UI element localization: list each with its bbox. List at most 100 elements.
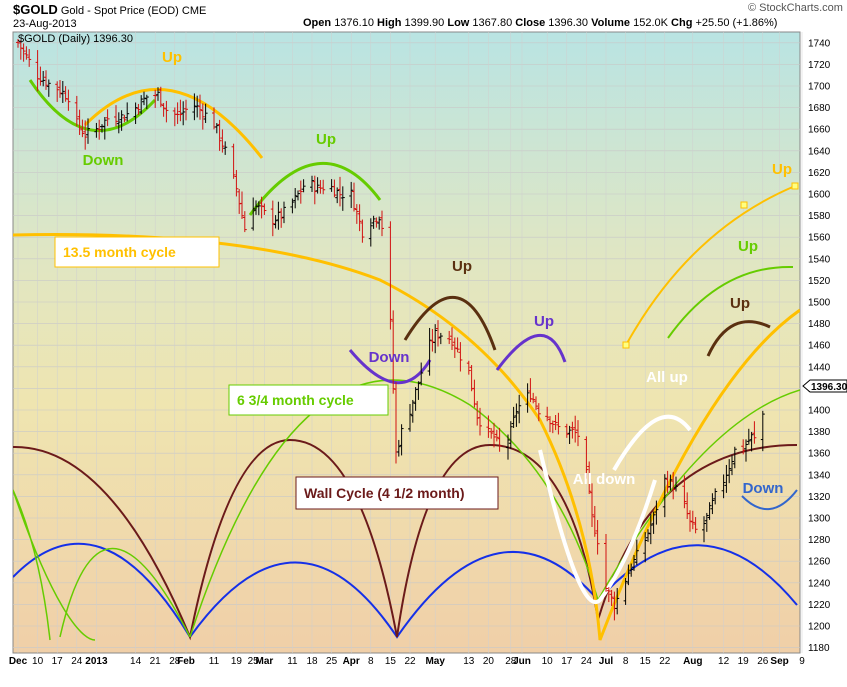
ohlc-bar [158, 86, 163, 108]
y-tick-label: 1560 [808, 233, 831, 244]
annotation-label: Up [452, 258, 472, 275]
y-tick-label: 1500 [808, 298, 831, 309]
ohlc-bar [749, 431, 754, 452]
ohlc-bar [492, 422, 496, 448]
watermark: © StockCharts.com [748, 2, 843, 14]
close-label: Close [515, 17, 546, 29]
x-tick-label: 15 [385, 656, 397, 667]
ohlc-readout: Open 1376.10 High 1399.90 Low 1367.80 Cl… [303, 17, 777, 29]
ohlc-bar [77, 109, 82, 135]
ohlc-bar [458, 342, 463, 372]
y-tick-label: 1580 [808, 211, 831, 222]
ohlc-bar [234, 170, 239, 197]
ohlc-bar [161, 103, 166, 117]
ohlc-bar [433, 324, 438, 354]
annotation-labels: Up Down Up Up Down Up All down All up Up Up Up Down [83, 49, 792, 497]
ohlc-bar [752, 421, 757, 444]
ohlc-bar [262, 203, 267, 215]
ohlc-bar [550, 420, 555, 434]
y-tick-label: 1300 [808, 514, 831, 525]
ohlc-bar [494, 429, 499, 442]
ohlc-bar [674, 476, 678, 492]
ohlc-bar [94, 122, 99, 138]
y-tick-label: 1220 [808, 600, 831, 611]
ohlc-bar [371, 215, 376, 229]
y-tick-label: 1460 [808, 341, 831, 352]
ohlc-bar [710, 493, 715, 515]
chart-symbol-line: $GOLD Gold - Spot Price (EOD) CME [13, 2, 206, 17]
ohlc-bar [455, 337, 460, 353]
x-tick-label: Aug [683, 656, 702, 667]
ohlc-bar [713, 488, 718, 505]
ohlc-bar [744, 439, 748, 462]
x-tick-label: May [425, 656, 445, 667]
open-value: 1376.10 [334, 17, 374, 29]
ohlc-bar [643, 532, 648, 563]
volume-value: 152.0K [633, 17, 668, 29]
ohlc-bar [587, 461, 592, 495]
open-label: Open [303, 17, 332, 29]
ohlc-bar [58, 80, 62, 98]
x-tick-label: 25 [248, 656, 260, 667]
ohlc-bar [702, 516, 706, 543]
ohlc-bar [450, 327, 454, 350]
ohlc-bar [105, 109, 110, 127]
y-tick-label: 1480 [808, 319, 831, 330]
ohlc-bar [567, 425, 572, 444]
ohlc-bar [298, 180, 303, 204]
ohlc-bar [335, 187, 340, 204]
x-tick-label: 11 [209, 656, 220, 667]
chg-value: +25.50 (+1.86%) [695, 17, 778, 29]
ohlc-bar [531, 392, 536, 404]
ohlc-bar [273, 215, 278, 229]
y-tick-label: 1720 [808, 60, 831, 71]
ohlc-bar [564, 423, 569, 438]
ohlc-bar [374, 217, 379, 228]
ohlc-bar [119, 110, 124, 131]
x-tick-label: Mar [256, 656, 274, 667]
ohlc-bar [693, 517, 698, 534]
annotation-label: All up [646, 369, 688, 386]
x-tick-label: 15 [640, 656, 652, 667]
x-tick-label: Sep [770, 656, 788, 667]
ohlc-bar [668, 474, 673, 491]
annotation-label: All down [573, 471, 636, 488]
ohlc-bar [114, 105, 118, 127]
ohlc-bar [55, 81, 60, 102]
y-tick-label: 1240 [808, 578, 831, 589]
ohlc-bar [139, 95, 144, 115]
x-tick-label: 26 [757, 656, 769, 667]
ohlc-bar [27, 48, 32, 67]
ohlc-bar [489, 428, 494, 439]
ohlc-bar [175, 102, 180, 124]
ohlc-bar [293, 188, 298, 209]
ohlc-bar [730, 455, 734, 476]
ohlc-bar [553, 414, 558, 431]
ohlc-bar [690, 510, 695, 530]
ohlc-bar [290, 198, 295, 214]
ohlc-bar [220, 129, 225, 153]
legend: $GOLD (Daily) 1396.30 [18, 33, 133, 45]
annotation-label: Up [730, 295, 750, 312]
ohlc-bar [352, 182, 356, 212]
green-up-projection [667, 265, 794, 339]
ohlc-bar [707, 502, 712, 520]
x-tick-label: 9 [799, 656, 805, 667]
ohlc-bar [282, 201, 286, 224]
ohlc-bar [380, 210, 384, 237]
ohlc-bar [525, 383, 530, 413]
cycle-label-box: 13.5 month cycle [54, 236, 220, 268]
ohlc-bar [466, 360, 471, 375]
ohlc-bar [310, 175, 314, 192]
ohlc-bar [399, 424, 404, 456]
ohlc-bar [198, 94, 202, 120]
ohlc-bar [251, 197, 256, 231]
ohlc-bar [242, 211, 247, 233]
y-tick-label: 1600 [808, 190, 831, 201]
cycle-labels: 13.5 month cycle 6 3/4 month cycle Wall Cy… [54, 236, 499, 510]
ohlc-bar [396, 439, 401, 457]
close-value: 1396.30 [548, 17, 589, 29]
yellow-up-projection [625, 185, 796, 346]
ohlc-bar [517, 394, 522, 424]
